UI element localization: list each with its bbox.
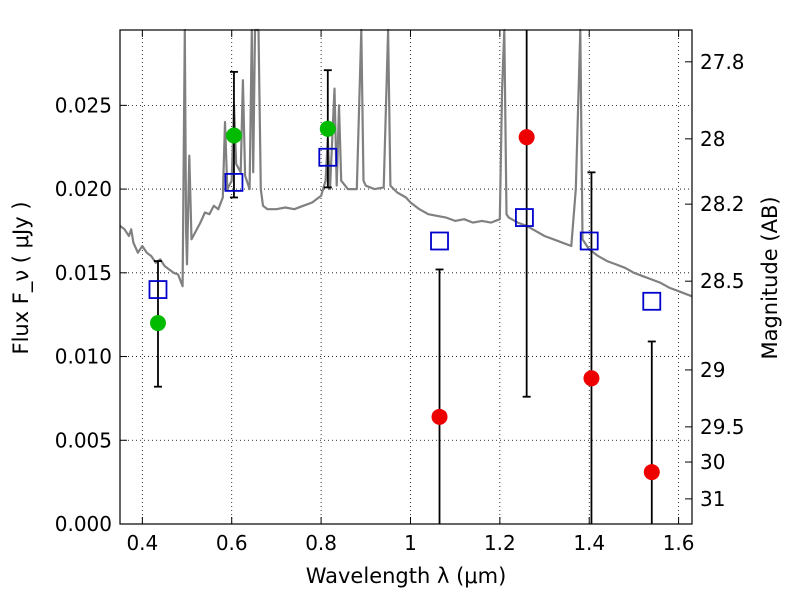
y-tick-label: 0.020 [55,177,112,201]
observed-points-layer [149,120,660,481]
detection-point [225,127,242,144]
y-tick-label: 0.010 [55,345,112,369]
spectrum-layer [119,28,693,298]
x-tick-label: 1 [404,531,417,555]
y-axis-label: Flux F_ν ( μJy ) [9,201,34,354]
plot-frame [119,29,693,525]
x-axis-label: Wavelength λ (μm) [306,564,507,588]
y2-tick-label: 28 [700,127,725,151]
ticks: 0.4 0.6 0.8 1 1.2 1.4 1.6 0.000 0.005 0.010 0.015 0… [55,30,745,555]
x-tick-label: 1.4 [573,531,605,555]
model-photometry-square [515,208,534,227]
nondetection-point [583,370,600,387]
y2-tick-label: 30 [700,450,725,474]
model-points-layer [148,147,662,311]
detection-point [149,315,166,332]
y2-tick-label: 29 [700,358,725,382]
y-tick-label: 0.005 [55,428,112,452]
y-tick-label: 0.000 [55,512,112,536]
x-tick-label: 1.6 [663,531,695,555]
x-tick-label: 0.4 [126,531,158,555]
model-photometry-square [224,172,244,192]
y2-tick-label: 28.5 [700,269,745,293]
x-tick-label: 0.6 [216,531,248,555]
model-photometry-square [318,147,338,167]
y-tick-label: 0.015 [55,261,112,285]
nondetection-point [643,464,660,481]
model-spectrum-line [119,28,693,298]
model-photometry-square [148,280,168,299]
y-tick-label: 0.025 [55,93,112,117]
y2-tick-label: 31 [700,487,725,511]
model-photometry-square [642,291,662,311]
grid [120,30,692,524]
model-photometry-square [579,231,599,251]
nondetection-point [518,129,535,146]
y2-tick-label: 29.5 [700,415,745,439]
detection-point [319,120,336,137]
x-tick-label: 0.8 [305,531,337,555]
y2-tick-label: 28.2 [700,192,745,216]
x-tick-label: 1.2 [484,531,516,555]
y2-axis-label: Magnitude (AB) [758,196,782,359]
y2-tick-label: 27.8 [700,50,745,74]
model-photometry-square [430,231,449,251]
nondetection-point [431,408,448,425]
